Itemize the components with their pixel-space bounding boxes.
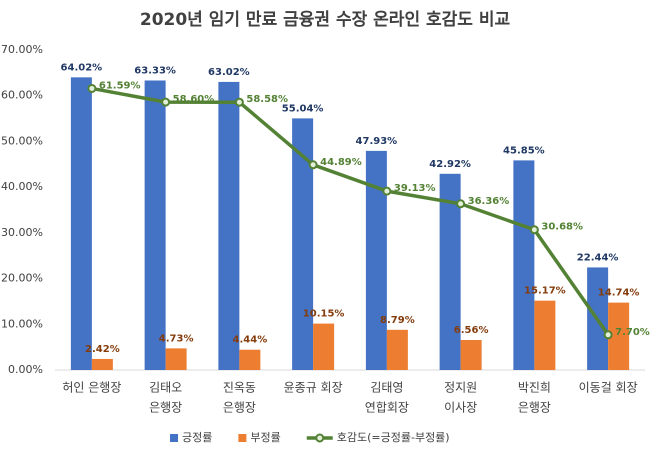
- line: [91, 86, 610, 336]
- legend-label: 호감도(=긍정률-부정률): [337, 431, 450, 444]
- value-label: 4.73%: [159, 333, 194, 344]
- legend-swatch: [238, 434, 247, 442]
- value-label: 64.02%: [61, 62, 103, 73]
- value-label: 14.74%: [598, 288, 640, 299]
- value-label: 7.70%: [615, 327, 650, 338]
- legend-label: 긍정률: [182, 431, 212, 444]
- bar: [534, 300, 556, 370]
- x-tick-label: 이동걸 회장: [579, 381, 638, 395]
- marker: [234, 97, 244, 107]
- value-label: 30.68%: [541, 222, 583, 233]
- bar: [91, 358, 113, 370]
- y-tick-label: 40.00%: [1, 180, 43, 193]
- chart-title: 2020년 임기 만료 금융권 수장 온라인 호감도 비교: [140, 9, 511, 30]
- value-label: 2.42%: [85, 344, 120, 355]
- value-label: 39.13%: [394, 183, 436, 194]
- bar: [313, 323, 335, 370]
- x-tick-label: 박진희: [518, 381, 551, 395]
- bar: [460, 340, 482, 370]
- value-label: 58.58%: [246, 94, 288, 105]
- y-tick-label: 70.00%: [1, 43, 43, 56]
- value-label: 45.85%: [503, 145, 545, 156]
- value-label: 36.36%: [468, 196, 510, 207]
- value-label: 6.56%: [454, 325, 489, 336]
- value-label: 44.89%: [320, 157, 362, 168]
- legend-label: 부정률: [250, 431, 280, 444]
- legend-swatch: [170, 434, 178, 442]
- legend-swatch: [315, 433, 325, 443]
- y-tick-label: 20.00%: [1, 272, 43, 285]
- value-label: 42.92%: [429, 159, 471, 170]
- x-tick-label: 윤종규 회장: [284, 381, 343, 395]
- value-label: 8.79%: [380, 315, 415, 326]
- bar: [386, 329, 408, 370]
- bar: [218, 81, 240, 370]
- value-label: 4.44%: [233, 335, 268, 346]
- bar: [292, 118, 314, 370]
- bar: [144, 80, 166, 371]
- x-tick-label: 진옥동: [223, 381, 256, 395]
- marker: [161, 97, 171, 107]
- value-label: 63.33%: [134, 65, 176, 76]
- bar: [165, 348, 187, 370]
- x-tick-label: 김태영: [370, 381, 403, 395]
- y-tick-label: 10.00%: [1, 317, 43, 330]
- value-label: 61.59%: [99, 80, 141, 91]
- marker: [87, 83, 97, 93]
- x-tick-label: 은행장: [223, 400, 256, 415]
- bar: [513, 160, 535, 370]
- y-tick-label: 60.00%: [1, 89, 43, 102]
- x-tick-label: 연합회장: [365, 401, 409, 415]
- value-label: 10.15%: [303, 309, 345, 320]
- value-label: 47.93%: [356, 136, 398, 147]
- value-label: 15.17%: [524, 286, 566, 297]
- value-label: 22.44%: [577, 252, 619, 263]
- x-tick-label: 은행장: [149, 400, 182, 415]
- value-label: 55.04%: [282, 103, 324, 114]
- y-tick-label: 0.00%: [8, 363, 43, 376]
- x-tick-label: 이사장: [444, 401, 477, 415]
- bar: [239, 349, 261, 370]
- x-tick-label: 은행장: [518, 400, 551, 415]
- marker: [308, 160, 318, 170]
- x-tick-label: 정지원: [444, 381, 477, 395]
- bar: [70, 77, 92, 370]
- value-label: 58.60%: [173, 94, 215, 105]
- marker: [529, 225, 539, 235]
- bar: [608, 302, 630, 370]
- bar: [439, 173, 461, 370]
- y-tick-label: 30.00%: [1, 226, 43, 239]
- bar: [365, 150, 387, 370]
- y-tick-label: 50.00%: [1, 134, 43, 147]
- x-tick-label: 김태오: [149, 381, 182, 395]
- x-tick-label: 허인 은행장: [62, 380, 121, 395]
- marker: [603, 330, 613, 340]
- value-label: 63.02%: [208, 67, 250, 78]
- marker: [456, 199, 466, 209]
- marker: [382, 186, 392, 196]
